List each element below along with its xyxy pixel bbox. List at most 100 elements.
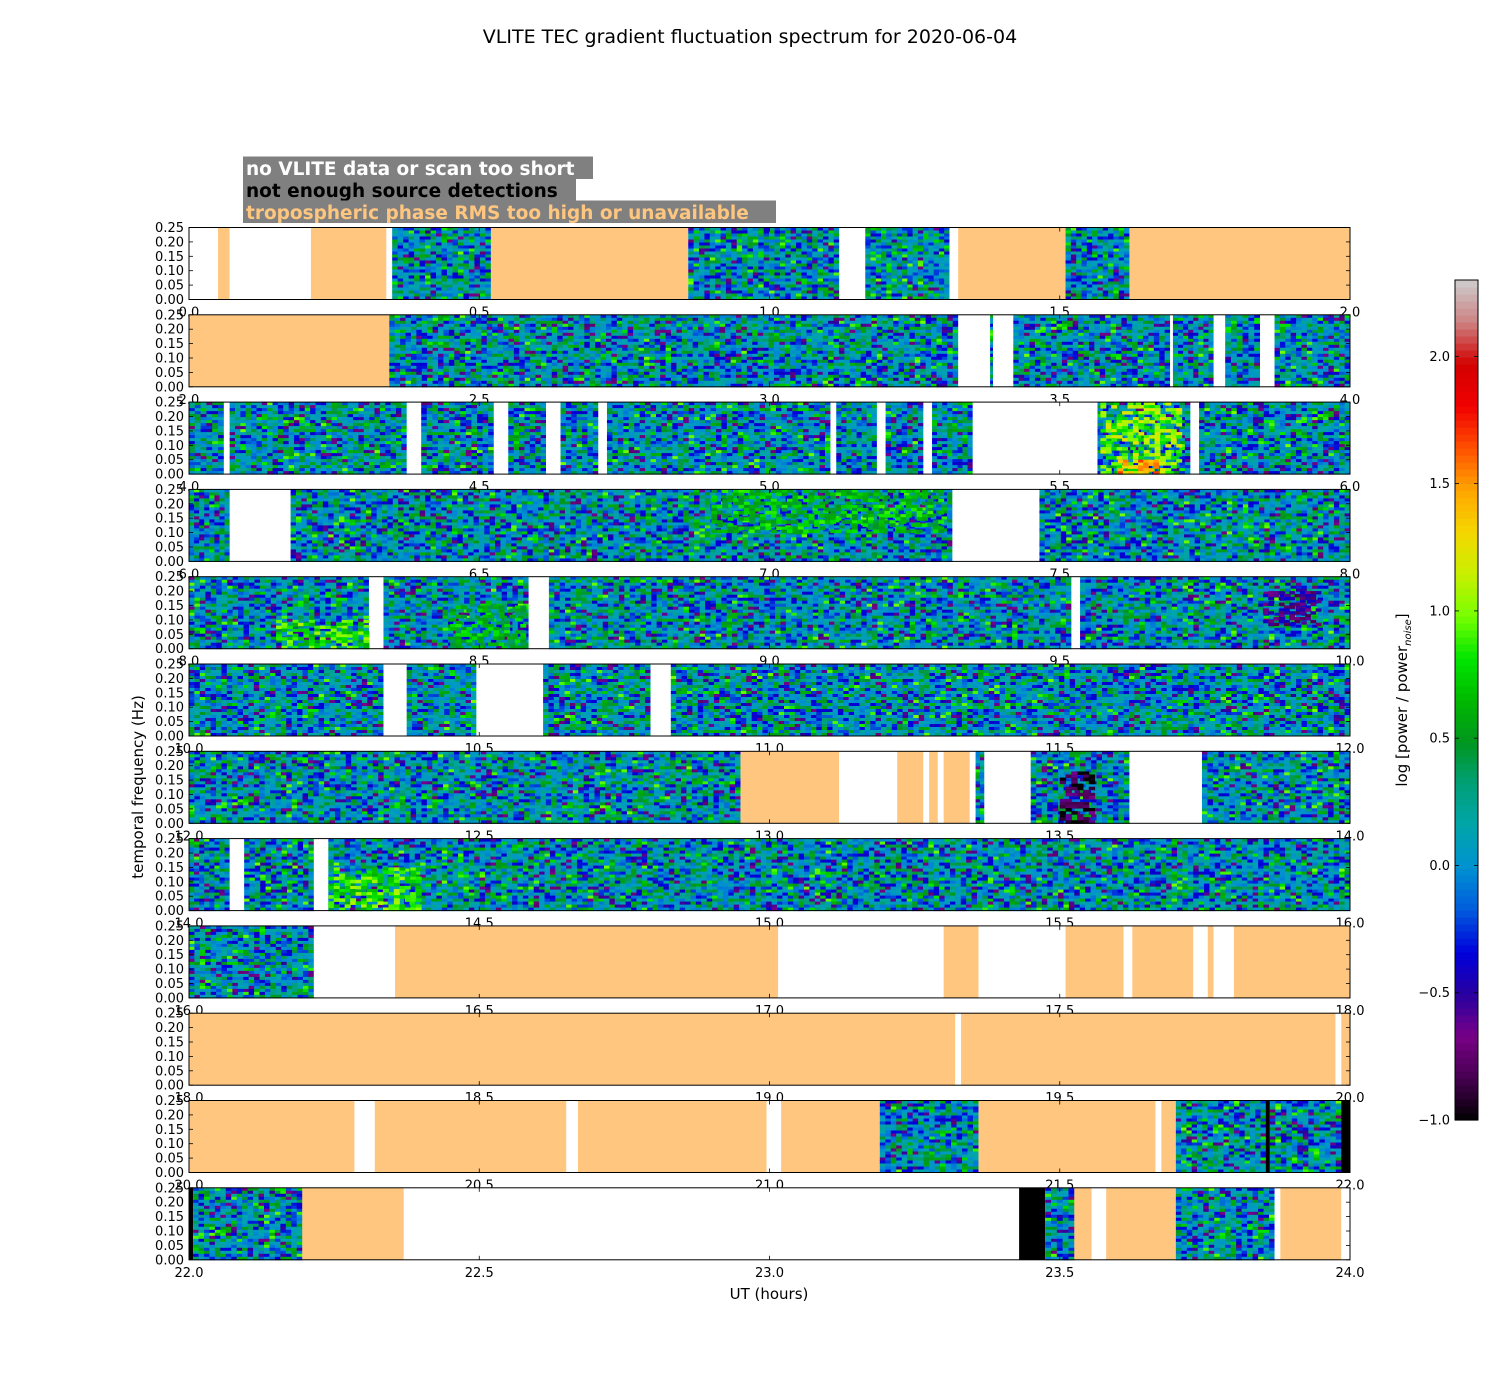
legend-entry-tan: tropospheric phase RMS too high or unava… (246, 203, 749, 224)
status-segment-white (839, 751, 897, 823)
status-segment-white (314, 839, 329, 911)
y-tick-label: 0.10 (155, 875, 184, 890)
status-segment-white (566, 1101, 578, 1173)
colorbar-swatch (1455, 630, 1478, 638)
status-segment-white (952, 489, 1039, 561)
status-segment-white (383, 664, 406, 736)
status-segment-white (314, 926, 395, 998)
colorbar-swatch (1455, 595, 1478, 603)
y-tick-label: 0.05 (155, 1239, 184, 1254)
y-tick-label: 0.25 (155, 221, 184, 236)
y-tick-label: 0.25 (155, 570, 184, 585)
data-segment (671, 664, 1351, 737)
status-segment-tan (1066, 926, 1124, 998)
status-segment-white (1190, 402, 1199, 474)
colorbar-swatch (1455, 560, 1478, 568)
status-segment-white (1214, 926, 1234, 998)
colorbar-swatch (1455, 952, 1478, 960)
colorbar-swatch (1455, 602, 1478, 610)
data-segment (880, 1101, 979, 1174)
colorbar-swatch (1455, 742, 1478, 750)
colorbar-swatch (1455, 1099, 1478, 1107)
y-tick-label: 0.10 (155, 1050, 184, 1065)
colorbar-swatch (1455, 651, 1478, 659)
colorbar-tick-label: 2.0 (1429, 350, 1450, 365)
x-axis-label: UT (hours) (730, 1285, 809, 1303)
data-segment (1173, 315, 1214, 388)
status-segment-white (923, 751, 929, 823)
colorbar-swatch (1455, 476, 1478, 484)
y-tick-label: 0.20 (155, 672, 184, 687)
colorbar-swatch (1455, 693, 1478, 701)
colorbar-swatch (1455, 721, 1478, 729)
y-tick-label: 0.25 (155, 919, 184, 934)
colorbar-swatch (1455, 399, 1478, 407)
colorbar: −1.0−0.50.00.51.01.52.0 (1418, 280, 1478, 1129)
status-segment-tan (1074, 1188, 1091, 1260)
colorbar-swatch (1455, 1008, 1478, 1016)
status-segment-white (189, 228, 218, 300)
colorbar-swatch (1455, 714, 1478, 722)
colorbar-swatch (1455, 322, 1478, 330)
colorbar-swatch (1455, 700, 1478, 708)
data-segment (508, 402, 546, 475)
data-segment (607, 402, 831, 475)
status-segment-tan (958, 228, 1065, 300)
y-tick-label: 0.15 (155, 1210, 184, 1225)
status-segment-white (1092, 1188, 1107, 1260)
colorbar-swatch (1455, 343, 1478, 351)
y-tick-label: 0.05 (155, 628, 184, 643)
y-tick-label: 0.25 (155, 1007, 184, 1022)
colorbar-swatch (1455, 518, 1478, 526)
y-tick-label: 0.20 (155, 1108, 184, 1123)
colorbar-swatch (1455, 805, 1478, 813)
status-segment-white (369, 577, 384, 649)
colorbar-swatch (1455, 308, 1478, 316)
colorbar-swatch (1455, 644, 1478, 652)
data-segment (1080, 577, 1350, 650)
y-tick-label: 0.15 (155, 250, 184, 265)
y-tick-label: 0.15 (155, 337, 184, 352)
status-segment-tan (961, 1013, 1335, 1085)
status-segment-white (598, 402, 607, 474)
status-segment-tan (375, 1101, 567, 1173)
status-segment-tan (1234, 926, 1350, 998)
data-segment (1176, 1188, 1275, 1261)
y-tick-label: 0.10 (155, 963, 184, 978)
data-segment (189, 926, 314, 999)
status-segment-white (529, 577, 549, 649)
status-segment-white (923, 402, 932, 474)
colorbar-swatch (1455, 1050, 1478, 1058)
status-segment-white (386, 228, 392, 300)
y-axis-label: temporal frequency (Hz) (129, 695, 147, 879)
colorbar-swatch (1455, 434, 1478, 442)
data-segment (1066, 228, 1130, 301)
colorbar-tick-label: 0.5 (1429, 732, 1450, 747)
y-tick-label: 0.25 (155, 745, 184, 760)
y-tick-label: 0.15 (155, 948, 184, 963)
data-segment (1176, 1101, 1266, 1174)
colorbar-swatch (1455, 553, 1478, 561)
colorbar-swatch (1455, 910, 1478, 918)
colorbar-tick-label: −0.5 (1418, 986, 1450, 1001)
status-segment-white (1214, 315, 1226, 387)
colorbar-swatch (1455, 784, 1478, 792)
colorbar-swatch (1455, 448, 1478, 456)
y-tick-label: 0.15 (155, 861, 184, 876)
colorbar-swatch (1455, 581, 1478, 589)
colorbar-swatch (1455, 672, 1478, 680)
y-tick-label: 0.20 (155, 497, 184, 512)
panel-4: 0.000.050.100.150.200.258.0 8.5 9.0 9.5 10.0 (155, 570, 1364, 670)
status-segment-white (978, 926, 1065, 998)
colorbar-swatch (1455, 378, 1478, 386)
y-tick-label: 0.05 (155, 453, 184, 468)
colorbar-label-main: log [power / power (1393, 645, 1411, 787)
colorbar-swatch (1455, 504, 1478, 512)
data-segment (549, 577, 1072, 650)
status-segment-white (984, 751, 1030, 823)
status-segment-white (407, 402, 422, 474)
status-segment-white (494, 402, 509, 474)
